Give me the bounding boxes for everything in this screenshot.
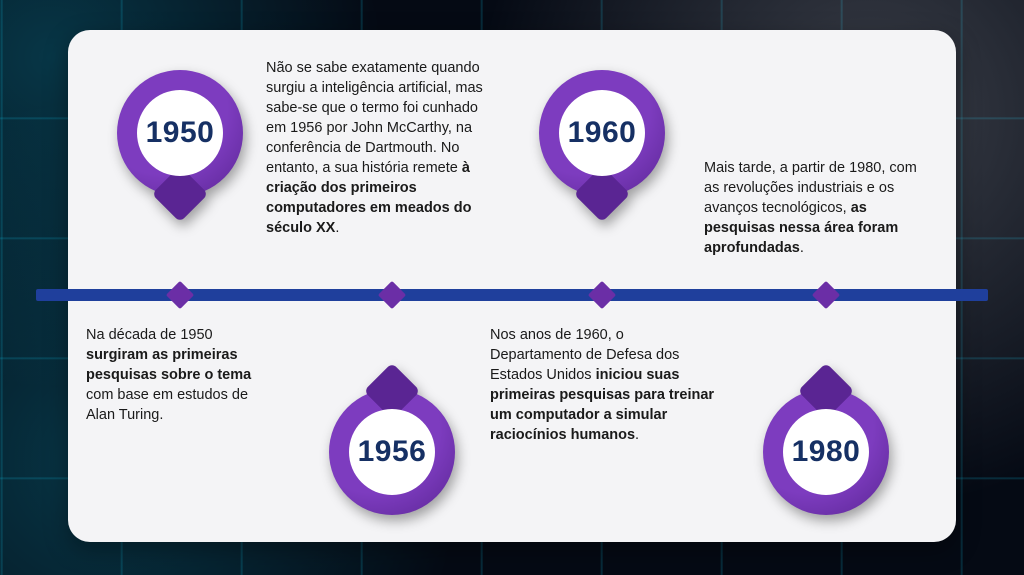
timeline-pin-1950: 1950 xyxy=(117,70,243,196)
timeline-pin-1956: 1956 xyxy=(329,389,455,515)
pin-inner-circle: 1950 xyxy=(137,90,223,176)
blurb-text-trail: . xyxy=(335,220,339,236)
timeline-container: 1950 1960 1956 1980 Não se sabe exatamente q… xyxy=(68,30,956,542)
pin-year-label: 1950 xyxy=(146,116,215,150)
timeline-blurb: Não se sabe exatamente quando surgiu a i… xyxy=(266,58,488,238)
blurb-text-plain: Mais tarde, a partir de 1980, com as rev… xyxy=(704,160,917,216)
timeline-node-diamond xyxy=(378,281,406,309)
blurb-text-bold: surgiram as primeiras pesquisas sobre o … xyxy=(86,347,251,383)
pin-inner-circle: 1960 xyxy=(559,90,645,176)
blurb-text-plain: Na década de 1950 xyxy=(86,327,213,343)
timeline-blurb: Mais tarde, a partir de 1980, com as rev… xyxy=(704,158,926,258)
timeline-node-diamond xyxy=(166,281,194,309)
pin-inner-circle: 1956 xyxy=(349,409,435,495)
blurb-text-trail: . xyxy=(635,427,639,443)
timeline-blurb: Na década de 1950 surgiram as primeiras … xyxy=(86,325,274,425)
blurb-text-trail: . xyxy=(800,240,804,256)
timeline-node-diamond xyxy=(588,281,616,309)
timeline-card: 1950 1960 1956 1980 Não se sabe exatamente q… xyxy=(68,30,956,542)
pin-inner-circle: 1980 xyxy=(783,409,869,495)
timeline-pin-1980: 1980 xyxy=(763,389,889,515)
blurb-text-plain: Não se sabe exatamente quando surgiu a i… xyxy=(266,60,483,176)
timeline-node-diamond xyxy=(812,281,840,309)
timeline-pin-1960: 1960 xyxy=(539,70,665,196)
pin-year-label: 1960 xyxy=(568,116,637,150)
timeline-blurb: Nos anos de 1960, o Departamento de Defe… xyxy=(490,325,716,445)
pin-year-label: 1980 xyxy=(792,435,861,469)
blurb-text-trail: com base em estudos de Alan Turing. xyxy=(86,387,248,423)
pin-year-label: 1956 xyxy=(358,435,427,469)
